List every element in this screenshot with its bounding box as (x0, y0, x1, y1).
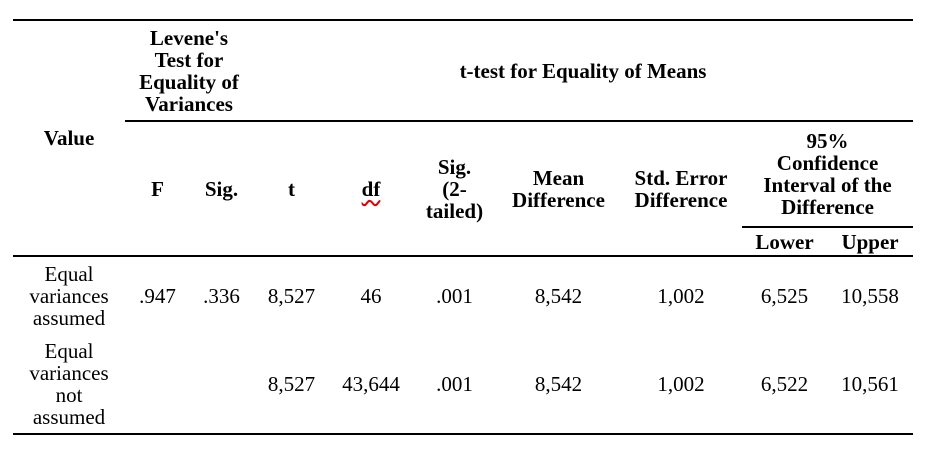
confidence-interval-group-header: 95% Confidence Interval of the Differenc… (742, 121, 914, 228)
cell-std-error-difference: 1,002 (620, 255, 742, 335)
cell-mean-difference: 8,542 (497, 255, 620, 335)
cell-std-error-difference: 1,002 (657, 372, 705, 396)
cell-ci-lower: 6,522 (760, 372, 809, 396)
cell-sig-2-tailed: .001 (436, 372, 473, 396)
col-header-t: t (288, 176, 295, 201)
cell-ci-upper: 10,561 (841, 372, 899, 396)
col-header-mean-difference: Mean Difference (512, 165, 605, 212)
value-column-header: Value (43, 126, 95, 150)
col-header-df: df (330, 121, 412, 256)
cell-ci-upper: 10,558 (827, 255, 914, 335)
cell-df: 43,644 (342, 372, 400, 396)
cell-t: 8,527 (253, 255, 330, 335)
cell-sig-2-tailed: .001 (412, 255, 497, 335)
df-spellcheck-squiggle: df (361, 176, 381, 201)
cell-ci-lower: 6,525 (742, 255, 827, 335)
cell-sig: .336 (190, 255, 253, 335)
cell-f: .947 (125, 255, 190, 335)
sub-header-row: F Sig. t df Sig. (2- tailed) Mean Differ… (13, 121, 914, 228)
col-header-sig: Sig. (204, 176, 239, 201)
col-header-std-error-difference: Std. Error Difference (634, 165, 728, 212)
row-label-equal-variances-not-assumed: Equal variances not assumed (29, 339, 109, 429)
lower-upper-header-row: Lower Upper (13, 227, 913, 256)
col-header-sig-2-tailed: Sig. (2- tailed) (425, 154, 484, 223)
col-header-f: F (151, 176, 164, 201)
table-row-equal-variances-assumed: Equal variances assumed .947 .336 8,527 … (13, 255, 914, 335)
levene-test-group-header: Levene's Test for Equality of Variances (125, 20, 253, 122)
col-header-upper: Upper (841, 229, 899, 254)
row-label-equal-variances-assumed: Equal variances assumed (13, 255, 125, 335)
cell-sig (190, 335, 253, 434)
independent-samples-t-test-table: Value Levene's Test for Equality of Vari… (13, 19, 914, 435)
cell-f (125, 335, 190, 434)
group-header-row: Value Levene's Test for Equality of Vari… (13, 20, 914, 149)
cell-t: 8,527 (267, 372, 316, 396)
t-test-group-header: t-test for Equality of Means (253, 20, 914, 122)
document-page: Value Levene's Test for Equality of Vari… (0, 19, 936, 461)
cell-df: 46 (330, 255, 412, 335)
cell-mean-difference: 8,542 (534, 372, 583, 396)
col-header-lower: Lower (755, 229, 814, 254)
table-row-equal-variances-not-assumed: Equal variances not assumed 8,527 43,644… (13, 335, 913, 434)
